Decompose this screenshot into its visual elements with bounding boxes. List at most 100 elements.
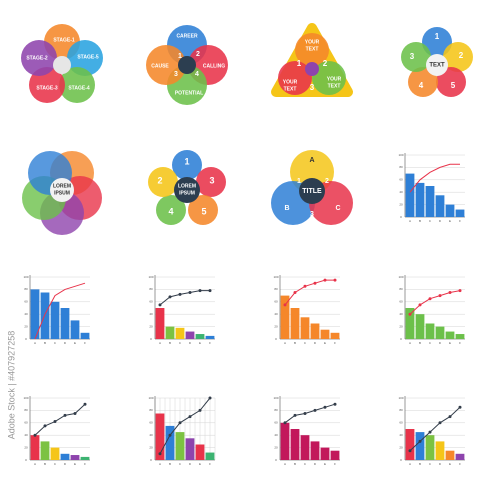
bar xyxy=(30,435,40,460)
x-tick-label: C xyxy=(54,462,57,466)
x-tick-label: F xyxy=(84,462,86,466)
label: TEXT xyxy=(306,46,319,52)
x-tick-label: C xyxy=(429,341,432,345)
bar xyxy=(155,308,165,339)
line-point xyxy=(303,284,307,288)
shape xyxy=(59,67,95,103)
bar xyxy=(80,332,90,339)
x-tick-label: F xyxy=(334,462,336,466)
y-tick-label: 60 xyxy=(24,300,28,304)
line-point xyxy=(418,439,422,443)
y-tick-label: 60 xyxy=(24,421,28,425)
number: 3 xyxy=(310,83,315,92)
shape xyxy=(188,195,218,225)
y-tick-label: 20 xyxy=(274,445,278,449)
shape xyxy=(196,167,226,197)
label: YOUR xyxy=(305,39,320,45)
shape xyxy=(29,67,65,103)
bar xyxy=(155,413,165,460)
bar xyxy=(290,429,300,460)
shape xyxy=(178,56,196,74)
line-point xyxy=(313,408,317,412)
x-tick-label: F xyxy=(334,341,336,345)
y-tick-label: 60 xyxy=(149,300,153,304)
y-tick-label: 60 xyxy=(149,421,153,425)
bar xyxy=(320,447,330,460)
shapes xyxy=(21,23,473,235)
line-point xyxy=(158,452,162,456)
bar xyxy=(405,173,415,217)
number: 2 xyxy=(325,178,329,185)
x-tick-label: C xyxy=(304,462,307,466)
y-tick-label: 40 xyxy=(399,190,403,194)
x-tick-label: C xyxy=(179,341,182,345)
x-tick-label: C xyxy=(54,341,57,345)
y-tick-label: 20 xyxy=(24,445,28,449)
y-tick-label: 0 xyxy=(25,458,27,462)
x-tick-label: F xyxy=(209,341,211,345)
y-tick-label: 20 xyxy=(149,324,153,328)
bar xyxy=(445,450,455,460)
y-tick-label: 60 xyxy=(399,300,403,304)
center-label: IPSUM xyxy=(54,190,70,196)
shape xyxy=(53,56,71,74)
line-point xyxy=(283,421,287,425)
line-point xyxy=(323,278,327,282)
number: 1 xyxy=(297,178,301,185)
x-tick-label: B xyxy=(44,341,46,345)
x-tick-label: D xyxy=(314,462,317,466)
number: 2 xyxy=(459,51,464,60)
bar xyxy=(320,329,330,339)
shape xyxy=(299,178,325,204)
bar xyxy=(185,331,195,339)
bar xyxy=(30,289,40,339)
number: 1 xyxy=(178,53,182,60)
x-tick-label: D xyxy=(439,219,442,223)
label: CAREER xyxy=(176,33,198,39)
number: 3 xyxy=(310,211,314,218)
y-tick-label: 100 xyxy=(23,396,28,400)
line-point xyxy=(448,291,452,294)
shape xyxy=(426,54,448,76)
y-tick-label: 0 xyxy=(25,337,27,341)
y-tick-label: 40 xyxy=(399,312,403,316)
x-tick-label: E xyxy=(74,462,76,466)
y-tick-label: 40 xyxy=(24,312,28,316)
line xyxy=(159,290,210,306)
bar xyxy=(300,435,310,460)
x-tick-label: D xyxy=(189,341,192,345)
bar xyxy=(310,441,320,460)
x-tick-label: D xyxy=(314,341,317,345)
y-tick-label: 100 xyxy=(148,275,153,279)
x-tick-label: B xyxy=(169,462,171,466)
x-tick-label: B xyxy=(294,462,296,466)
y-tick-label: 100 xyxy=(398,275,403,279)
bar xyxy=(455,334,465,339)
bar xyxy=(435,326,445,339)
x-tick-label: A xyxy=(409,219,411,223)
label: TEXT xyxy=(284,86,297,92)
y-tick-label: 100 xyxy=(273,396,278,400)
number: 1 xyxy=(297,59,302,68)
x-tick-label: A xyxy=(284,341,286,345)
line-point xyxy=(63,413,67,417)
x-tick-label: B xyxy=(294,341,296,345)
bar xyxy=(165,425,175,460)
bar xyxy=(60,308,70,339)
chart: 0 20 40 60 80 100 A B C D E F xyxy=(23,396,90,466)
x-tick-label: F xyxy=(459,219,461,223)
bar xyxy=(455,453,465,460)
line-point xyxy=(43,424,47,428)
bar xyxy=(425,435,435,460)
line-point xyxy=(178,421,182,425)
label: TEXT xyxy=(328,83,341,89)
bar xyxy=(415,314,425,339)
center-label: TEXT xyxy=(429,63,445,69)
bar xyxy=(445,331,455,339)
y-tick-label: 40 xyxy=(149,312,153,316)
bar xyxy=(425,323,435,339)
x-tick-label: A xyxy=(409,462,411,466)
bar xyxy=(435,441,445,460)
number: 3 xyxy=(174,71,178,78)
